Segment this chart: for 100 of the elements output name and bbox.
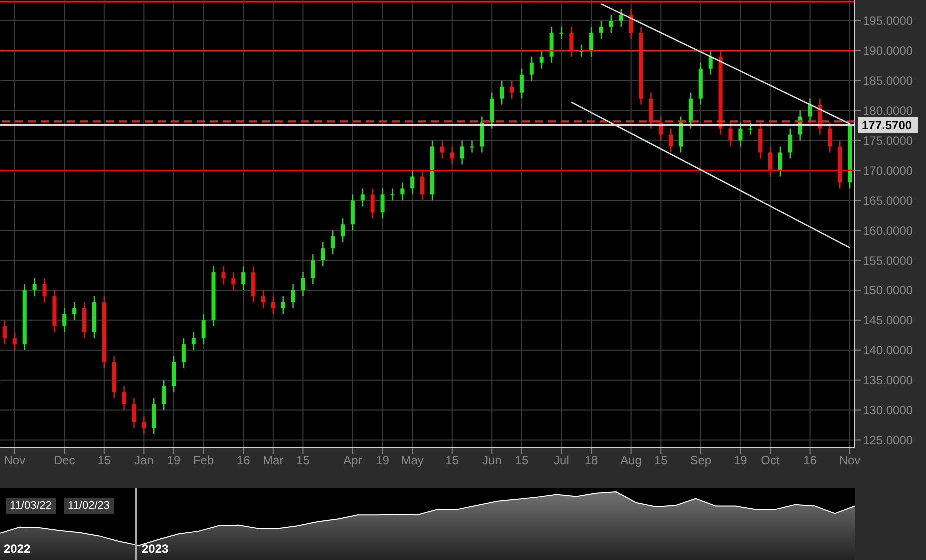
candlestick bbox=[629, 8, 634, 40]
candlestick bbox=[470, 140, 474, 154]
y-tick-label: 155.0000 bbox=[863, 254, 914, 268]
annotation: 11/02/23 bbox=[64, 498, 114, 514]
candlestick bbox=[708, 50, 713, 76]
candlestick bbox=[62, 308, 67, 334]
candlestick bbox=[142, 416, 146, 435]
candlestick bbox=[152, 398, 156, 435]
candlestick bbox=[560, 26, 564, 40]
candlestick bbox=[132, 398, 136, 429]
x-tick-label: 15 bbox=[515, 454, 529, 468]
x-tick-label: Sep bbox=[690, 454, 712, 468]
x-tick-label: 15 bbox=[296, 454, 310, 468]
candlestick bbox=[380, 188, 385, 220]
x-tick-label: Apr bbox=[344, 454, 362, 468]
candlestick bbox=[331, 230, 336, 256]
x-tick-label: Dec bbox=[54, 454, 76, 468]
y-tick-label: 190.0000 bbox=[863, 44, 914, 58]
candlestick bbox=[311, 254, 316, 286]
x-tick-label: 16 bbox=[236, 454, 251, 468]
candlestick bbox=[609, 14, 614, 34]
x-tick-label: Jul bbox=[554, 454, 570, 468]
candlestick bbox=[748, 122, 753, 136]
candlestick bbox=[440, 140, 444, 160]
y-tick-label: 150.0000 bbox=[863, 284, 914, 298]
candlestick bbox=[32, 278, 37, 298]
candlestick bbox=[728, 122, 733, 148]
y-tick-label: 195.0000 bbox=[863, 14, 914, 28]
x-tick-label: May bbox=[401, 454, 424, 468]
candlestick bbox=[480, 116, 484, 154]
y-tick-label: 170.0000 bbox=[863, 164, 914, 178]
candlestick bbox=[261, 290, 266, 310]
x-tick-label: 18 bbox=[584, 454, 599, 468]
x-tick-label: Aug bbox=[620, 454, 642, 468]
candlestick bbox=[172, 356, 176, 393]
y-tick-label: 165.0000 bbox=[863, 194, 914, 208]
candlestick bbox=[222, 266, 226, 286]
candlestick bbox=[2, 320, 7, 345]
candlestick bbox=[42, 278, 47, 304]
candlestick bbox=[400, 182, 405, 202]
y-tick-label: 125.0000 bbox=[863, 433, 914, 448]
candlestick bbox=[232, 272, 236, 292]
annotation: 2023 bbox=[142, 542, 169, 556]
candlestick bbox=[540, 50, 544, 70]
y-tick-label: 185.0000 bbox=[863, 74, 914, 88]
candlestick bbox=[679, 116, 684, 154]
candlestick bbox=[738, 122, 743, 148]
candlestick bbox=[350, 194, 355, 232]
x-tick-label: Oct bbox=[761, 454, 780, 468]
x-tick-label: 19 bbox=[376, 454, 390, 468]
x-tick-label: Feb bbox=[193, 454, 214, 468]
candlestick bbox=[321, 242, 326, 268]
y-tick-label: 175.0000 bbox=[863, 134, 914, 148]
y-tick-label: 135.0000 bbox=[863, 374, 914, 388]
candlestick bbox=[370, 188, 375, 220]
annotation: 2022 bbox=[4, 542, 31, 556]
x-tick-label: Jun bbox=[482, 454, 502, 468]
candlestick bbox=[570, 26, 574, 58]
x-tick-label: Mar bbox=[263, 454, 284, 468]
candlestick bbox=[510, 80, 514, 100]
candlestick bbox=[360, 188, 365, 208]
candlestick bbox=[192, 332, 196, 351]
y-tick-label: 145.0000 bbox=[863, 314, 914, 328]
y-tick-label: 180.0000 bbox=[863, 104, 914, 118]
candlestick bbox=[122, 386, 126, 411]
candlestick bbox=[520, 68, 524, 100]
ref-line-label: 177.5700 bbox=[862, 118, 912, 132]
candlestick bbox=[828, 122, 832, 154]
candlestick bbox=[12, 332, 17, 351]
candlestick bbox=[390, 188, 395, 202]
y-tick-label: 160.0000 bbox=[863, 224, 914, 238]
y-tick-label: 130.0000 bbox=[863, 404, 914, 418]
y-tick-label: 140.0000 bbox=[863, 344, 914, 358]
candlestick bbox=[649, 92, 654, 130]
candlestick bbox=[460, 140, 464, 166]
candlestick bbox=[788, 128, 792, 160]
candlestick bbox=[550, 26, 554, 64]
candlestick bbox=[202, 314, 206, 345]
candlestick bbox=[162, 380, 166, 411]
candlestick bbox=[242, 266, 246, 292]
x-tick-label: Nov bbox=[4, 454, 26, 468]
candlestick bbox=[72, 302, 77, 322]
candlestick bbox=[669, 128, 674, 154]
candlestick bbox=[758, 122, 763, 160]
annotation: 11/03/22 bbox=[6, 498, 56, 514]
candlestick bbox=[271, 296, 276, 316]
candlestick bbox=[281, 296, 286, 316]
candlestick bbox=[410, 170, 415, 196]
x-tick-label: 15 bbox=[98, 454, 112, 468]
x-tick-label: Nov bbox=[839, 454, 861, 468]
candlestick bbox=[768, 146, 773, 178]
candlestick bbox=[500, 80, 504, 106]
candlestick bbox=[291, 284, 296, 310]
candlestick bbox=[619, 8, 624, 28]
candlestick bbox=[252, 266, 256, 304]
x-tick-label: 19 bbox=[167, 454, 181, 468]
candlestick bbox=[530, 56, 534, 82]
candlestick bbox=[82, 302, 87, 339]
x-tick-label: 15 bbox=[654, 454, 668, 468]
candlestick bbox=[490, 92, 494, 130]
